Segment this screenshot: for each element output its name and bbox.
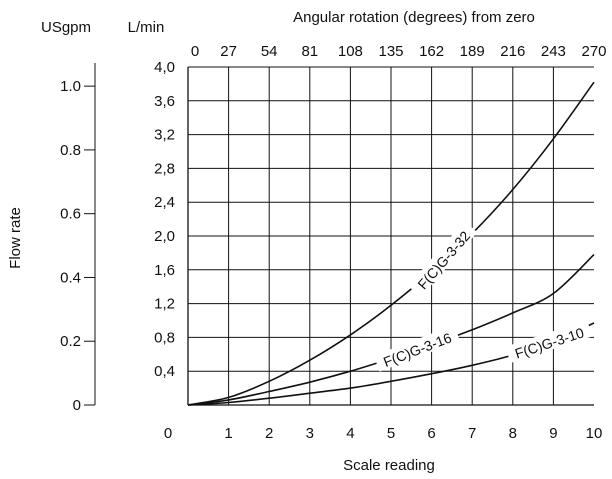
y-tick-label: 2,0 (154, 228, 175, 245)
y-tick-label: 0,8 (154, 329, 175, 346)
top-tick-label: 54 (261, 43, 278, 60)
y-tick-label: 0,4 (154, 363, 175, 380)
top-tick-label: 243 (541, 43, 566, 60)
y-tick-label: 2,4 (154, 194, 175, 211)
usgpm-tick-label: 0 (73, 397, 81, 414)
plot-frame (187, 67, 594, 406)
usgpm-tick-label: 1.0 (60, 78, 81, 95)
x-tick-label: 0 (164, 425, 172, 442)
y-tick-label: 3,6 (154, 93, 175, 110)
series-label-background (505, 320, 593, 363)
series-label: F(C)G-3-32 (414, 228, 473, 293)
series-label-group: F(C)G-3-10 (505, 320, 593, 363)
x-tick-label: 1 (224, 425, 232, 442)
top-tick-label: 0 (191, 43, 199, 60)
grid (188, 66, 594, 405)
top-tick-label: 135 (378, 43, 403, 60)
series-label-background (373, 324, 461, 372)
x-tick-label: 5 (387, 425, 395, 442)
x-tick-label: 7 (468, 425, 476, 442)
x-tick-label: 9 (549, 425, 557, 442)
usgpm-axis: 0 0.2 0.4 0.6 0.8 1.0 (60, 63, 96, 414)
y-tick-label: 4,0 (154, 59, 175, 76)
x-tick-label: 3 (306, 425, 314, 442)
series-label: F(C)G-3-10 (513, 324, 586, 361)
curve-labels: F(C)G-3-32 F(C)G-3-16 F(C)G-3-10 (373, 221, 593, 372)
y-tick-label: 2,8 (154, 160, 175, 177)
series-label-group: F(C)G-3-16 (373, 324, 461, 372)
series-line (187, 81, 595, 406)
y-tick-label: 3,2 (154, 127, 175, 144)
top-tick-label: 162 (419, 43, 444, 60)
usgpm-tick-label: 0.4 (60, 269, 81, 286)
x-tick-label: 2 (265, 425, 273, 442)
y-tick-label: 1,2 (154, 296, 175, 313)
top-tick-label: 270 (581, 43, 606, 60)
top-tick-label: 81 (301, 43, 318, 60)
top-tick-label: 27 (220, 43, 237, 60)
x-tick-label: 4 (346, 425, 354, 442)
top-tick-label: 189 (460, 43, 485, 60)
y-axis-ticks: 0,4 0,8 1,2 1,6 2,0 2,4 2,8 3,2 3,6 4,0 (154, 59, 175, 380)
usgpm-tick-label: 0.6 (60, 206, 81, 223)
series-label-group: F(C)G-3-32 (408, 221, 478, 298)
top-tick-label: 216 (500, 43, 525, 60)
top-tick-label: 108 (338, 43, 363, 60)
top-axis-ticks: 0 27 54 81 108 135 162 189 216 243 270 (191, 43, 607, 60)
y-tick-label: 1,6 (154, 262, 175, 279)
x-tick-label: 6 (427, 425, 435, 442)
usgpm-unit-label: USgpm (41, 19, 91, 36)
lmin-unit-label: L/min (128, 19, 165, 36)
series-label-background (408, 221, 478, 298)
top-axis-title: Angular rotation (degrees) from zero (293, 9, 535, 26)
usgpm-tick-label: 0.8 (60, 142, 81, 159)
x-tick-label: 10 (586, 425, 603, 442)
x-axis-ticks: 0 1 2 3 4 5 6 7 8 9 10 (164, 425, 603, 442)
x-tick-label: 8 (509, 425, 517, 442)
x-axis-title: Scale reading (343, 457, 435, 474)
usgpm-tick-label: 0.2 (60, 333, 81, 350)
y-axis-title: Flow rate (7, 207, 24, 269)
